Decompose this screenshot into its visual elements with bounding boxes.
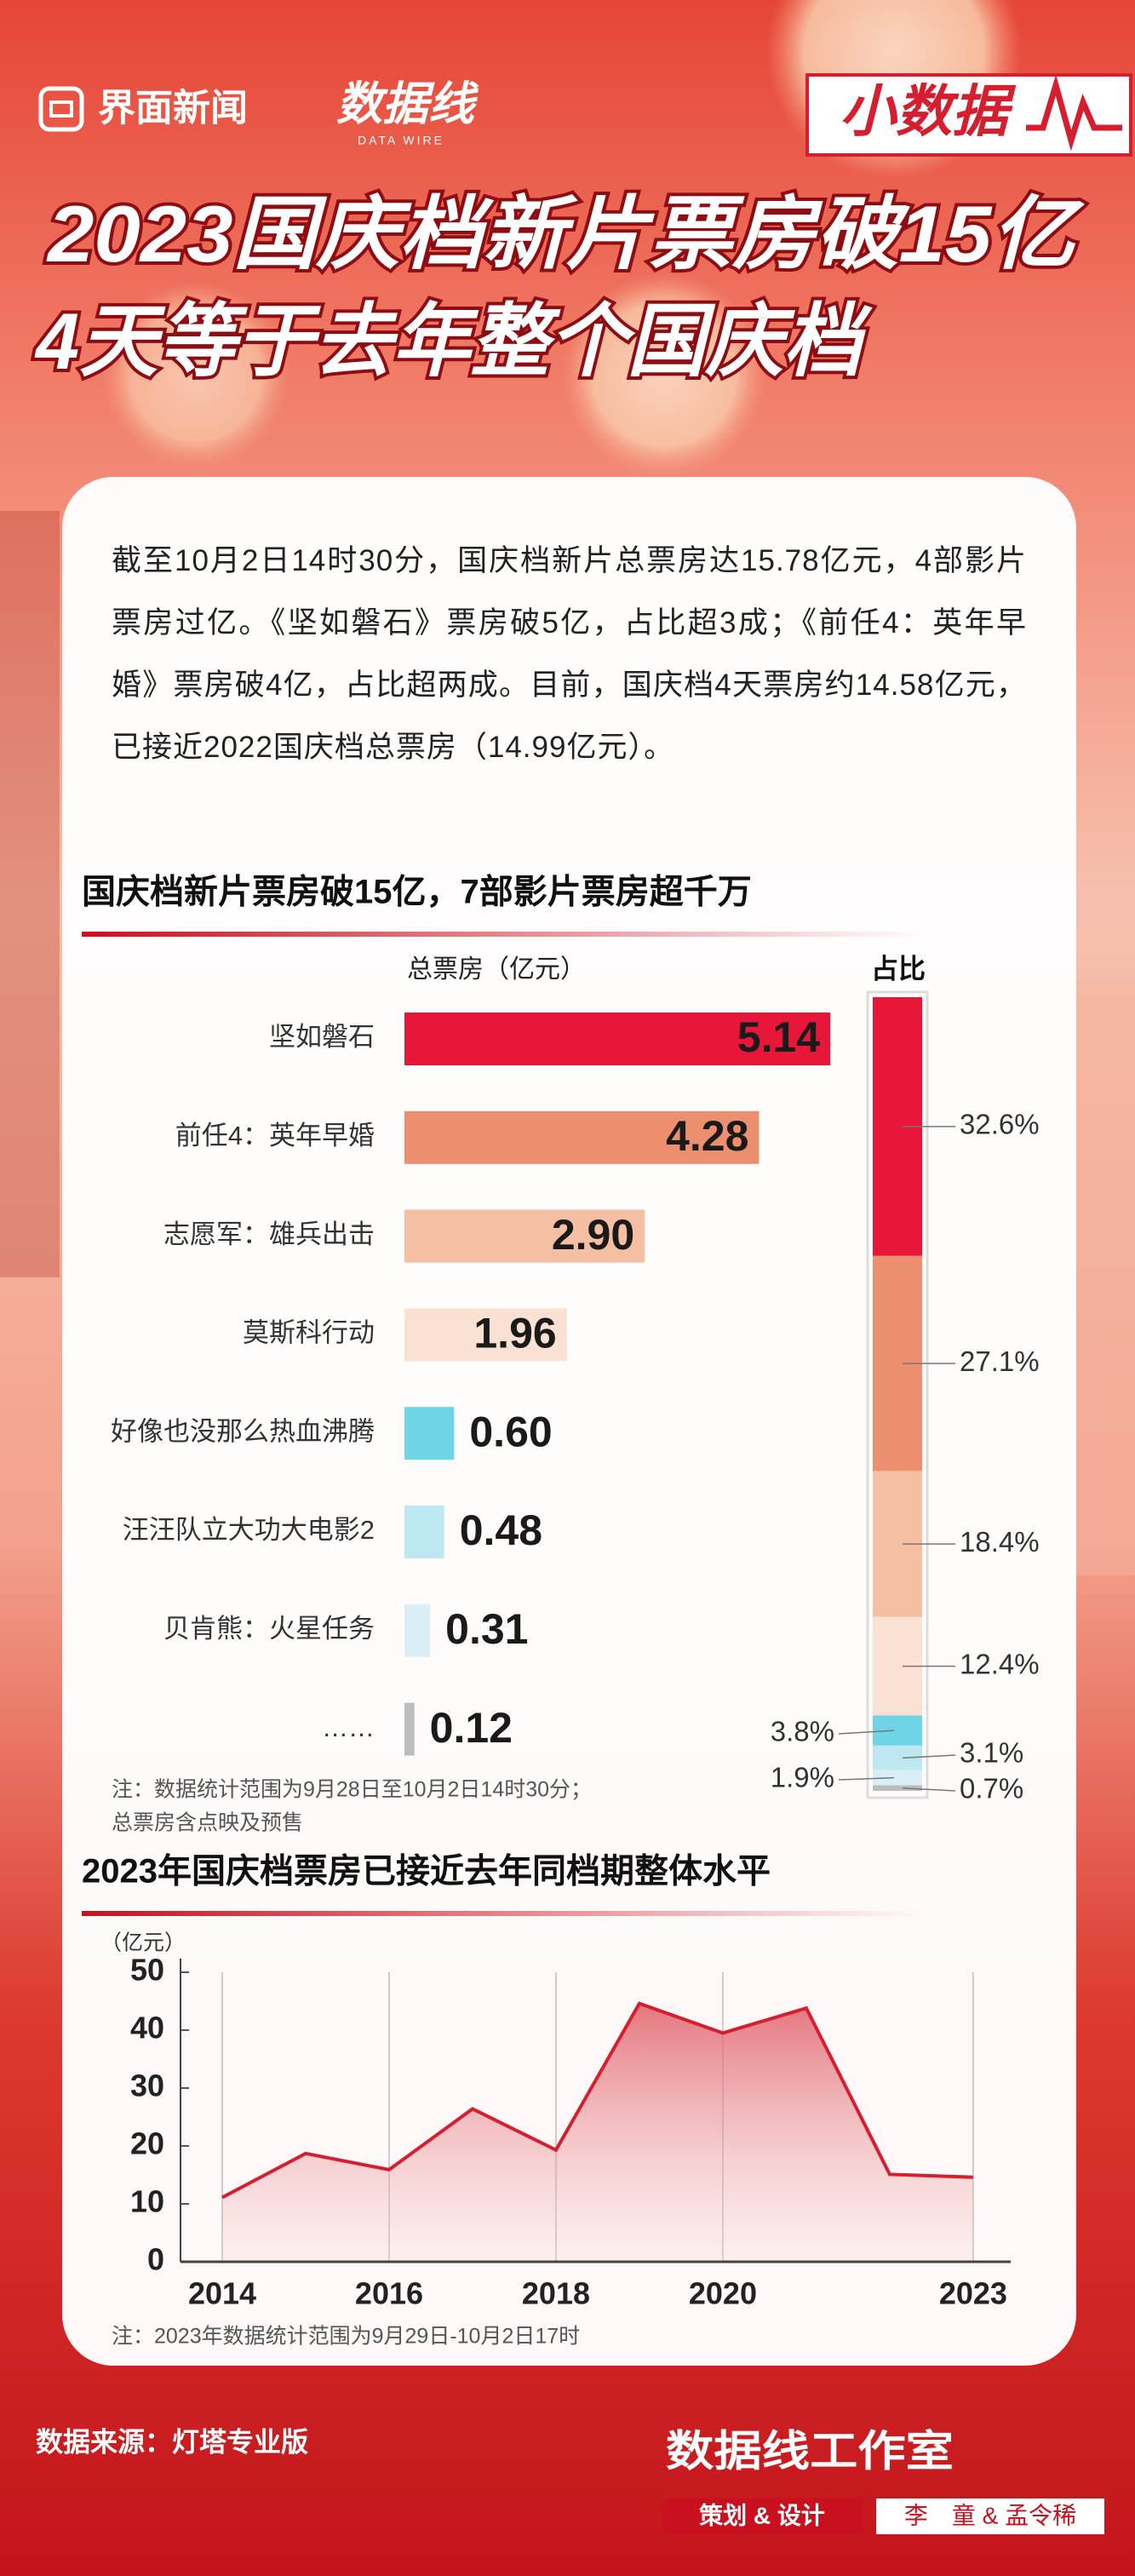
share-label: 27.1%: [960, 1345, 1040, 1377]
leader-line: [902, 1787, 956, 1792]
axis-label: （亿元）: [100, 1931, 186, 1955]
share-label: 18.4%: [960, 1526, 1040, 1558]
share-label: 0.7%: [960, 1773, 1023, 1804]
title-underline: [82, 932, 925, 937]
share-segment: [873, 1745, 922, 1770]
value-label: 0.60: [469, 1408, 552, 1455]
chart-title: 国庆档新片票房破15亿，7部影片票房超千万: [82, 874, 752, 911]
value-label: 4.28: [666, 1112, 748, 1160]
value-label: 2.90: [552, 1211, 634, 1259]
title-underline: [82, 1911, 925, 1916]
line: [221, 2001, 973, 2200]
value-label: 5.14: [737, 1013, 821, 1061]
logo-sub: DATA WIRE: [358, 134, 444, 147]
bar: [404, 1604, 431, 1657]
bar: [404, 1702, 415, 1756]
credit-names-box: [876, 2499, 1104, 2534]
value-label: 0.31: [445, 1605, 528, 1653]
category-label: 好像也没那么热血沸腾: [111, 1416, 375, 1446]
value-label: 0.12: [430, 1704, 513, 1752]
leader-line: [902, 1754, 956, 1759]
intro: 截至10月2日14时30分，国庆档新片总票房达15.78亿元，4部影片票房过亿。…: [112, 544, 1027, 764]
value-label: 1.96: [473, 1310, 556, 1357]
brand: 界面新闻: [98, 88, 248, 129]
category-label: 汪汪队立大功大电影2: [123, 1515, 375, 1545]
credit-label-box: [662, 2499, 863, 2534]
bar: [404, 1407, 455, 1460]
brand-icon: [49, 100, 73, 118]
window-frame: [0, 511, 60, 1277]
share-segment: [873, 1770, 922, 1786]
share-label: 12.4%: [960, 1648, 1040, 1679]
title: 4天等于去年整个国庆档: [34, 296, 874, 386]
bar: [404, 1506, 444, 1558]
bar: [404, 1013, 831, 1065]
y-tick-label: 40: [130, 2011, 164, 2045]
credit-names: 李 童 & 孟令稀: [904, 2502, 1076, 2528]
credit-label: 策划 & 设计: [699, 2501, 825, 2528]
mountain: [1076, 979, 1135, 1575]
x-tick-label: 2020: [689, 2276, 757, 2311]
bar: [404, 1308, 567, 1362]
studio: 数据线工作室: [666, 2427, 954, 2475]
category-label: ……: [322, 1713, 375, 1742]
y-tick-label: 30: [130, 2068, 164, 2103]
lantern: [102, 281, 289, 468]
category-label: 志愿军：雄兵出击: [163, 1219, 375, 1249]
bar: [404, 1110, 760, 1164]
share-label: 3.1%: [960, 1737, 1023, 1769]
share-frame: [866, 990, 929, 1799]
tag: 小数据: [840, 79, 1017, 142]
x-tick-label: 2014: [188, 2276, 256, 2311]
note: 注：数据统计范围为9月28日至10月2日14时30分；: [112, 1778, 592, 1802]
leader-line: [838, 1730, 895, 1735]
y-tick-label: 0: [147, 2242, 164, 2277]
share-label: 1.9%: [771, 1762, 834, 1793]
axis-label: 总票房（亿元）: [407, 955, 586, 984]
category-label: 贝肯熊：火星任务: [163, 1614, 375, 1644]
share-segment: [873, 1785, 922, 1791]
chart-title: 2023年国庆档票房已接近去年同档期整体水平: [82, 1853, 771, 1890]
card: [62, 477, 1076, 2366]
note: 总票房含点映及预售: [112, 1811, 303, 1835]
title: 2023国庆档新片票房破15亿: [46, 189, 1086, 278]
x-tick-label: 2016: [355, 2276, 423, 2311]
area: [221, 2003, 973, 2262]
category-label: 莫斯科行动: [243, 1318, 375, 1348]
share-title: 占比: [871, 953, 926, 984]
logo: 数据线: [336, 78, 479, 129]
category-label: 前任4：英年早婚: [175, 1121, 375, 1150]
bar: [404, 1209, 645, 1263]
x-tick-label: 2023: [939, 2276, 1007, 2311]
note: 注：2023年数据统计范围为9月29日-10月2日17时: [112, 2325, 580, 2349]
source: 数据来源：灯塔专业版: [36, 2426, 308, 2457]
y-tick-label: 20: [130, 2126, 164, 2161]
share-label: 3.8%: [771, 1716, 834, 1747]
category-label: 坚如磐石: [269, 1022, 375, 1052]
share-segment: [873, 1715, 922, 1746]
leader-line: [838, 1776, 895, 1781]
pulse-icon: [1026, 74, 1122, 152]
brand-icon: [38, 86, 84, 132]
x-tick-label: 2018: [522, 2276, 590, 2311]
y-tick-label: 50: [130, 1953, 164, 1988]
y-tick-label: 10: [130, 2184, 164, 2219]
value-label: 0.48: [460, 1506, 542, 1554]
lantern: [562, 273, 766, 477]
share-label: 32.6%: [960, 1109, 1040, 1140]
